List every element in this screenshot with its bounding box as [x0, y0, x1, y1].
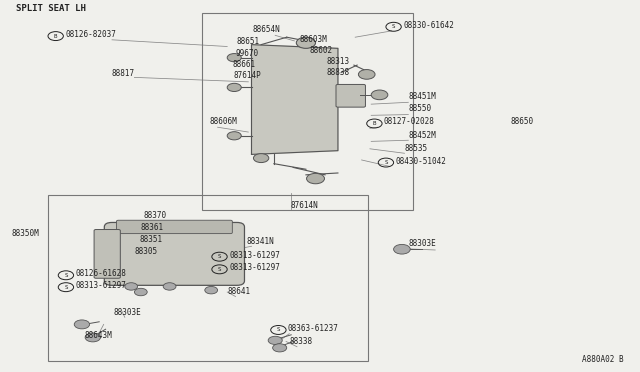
Text: 88303E: 88303E: [408, 239, 436, 248]
Text: 08330-61642: 08330-61642: [403, 21, 454, 30]
Text: S: S: [276, 327, 280, 333]
Circle shape: [163, 283, 176, 290]
Text: 88452M: 88452M: [408, 131, 436, 140]
Text: 99670: 99670: [236, 49, 259, 58]
Circle shape: [307, 173, 324, 184]
Circle shape: [268, 336, 282, 344]
Circle shape: [394, 244, 410, 254]
Bar: [48, 195, 368, 361]
Circle shape: [273, 344, 287, 352]
Text: 08313-61297: 08313-61297: [229, 251, 280, 260]
Circle shape: [134, 288, 147, 296]
Text: 08313-61297: 08313-61297: [76, 281, 126, 290]
Text: S: S: [384, 160, 388, 165]
Circle shape: [74, 320, 90, 329]
Text: S: S: [218, 254, 221, 259]
Text: 88651: 88651: [237, 38, 260, 46]
Circle shape: [296, 37, 316, 48]
FancyBboxPatch shape: [104, 222, 244, 285]
Text: SPLIT SEAT LH: SPLIT SEAT LH: [16, 4, 86, 13]
Text: 87614N: 87614N: [291, 201, 318, 210]
Text: 08127-02028: 08127-02028: [384, 118, 435, 126]
Text: A880A02 B: A880A02 B: [582, 355, 624, 364]
Circle shape: [205, 286, 218, 294]
Text: 88603M: 88603M: [300, 35, 327, 44]
Text: 08126-61628: 08126-61628: [76, 269, 126, 278]
Text: 88641: 88641: [227, 287, 250, 296]
FancyBboxPatch shape: [336, 84, 365, 107]
Text: S: S: [392, 24, 396, 29]
Text: S: S: [218, 267, 221, 272]
Text: 88838: 88838: [326, 68, 349, 77]
Text: S: S: [64, 273, 68, 278]
Text: 88550: 88550: [408, 105, 431, 113]
Text: B: B: [54, 33, 58, 39]
FancyBboxPatch shape: [116, 220, 232, 234]
Circle shape: [85, 333, 100, 342]
Text: 88606M: 88606M: [209, 118, 237, 126]
Bar: [202, 13, 413, 210]
Polygon shape: [252, 45, 338, 154]
Text: 88650: 88650: [511, 118, 534, 126]
Text: B: B: [372, 121, 376, 126]
Circle shape: [371, 90, 388, 100]
Text: 08363-61237: 08363-61237: [288, 324, 339, 333]
Text: 88303E: 88303E: [114, 308, 141, 317]
Text: 88341N: 88341N: [246, 237, 274, 246]
Text: 88661: 88661: [232, 60, 255, 69]
Text: 08313-61297: 08313-61297: [229, 263, 280, 272]
Text: S: S: [64, 285, 68, 290]
Text: 88338: 88338: [289, 337, 312, 346]
Text: 88643M: 88643M: [84, 331, 112, 340]
Circle shape: [227, 83, 241, 92]
Text: 88654N: 88654N: [253, 25, 280, 34]
Text: 88817: 88817: [112, 69, 135, 78]
FancyBboxPatch shape: [94, 230, 120, 278]
Text: 88351: 88351: [140, 235, 163, 244]
Text: 88350M: 88350M: [12, 229, 39, 238]
Circle shape: [227, 132, 241, 140]
Circle shape: [125, 283, 138, 290]
Circle shape: [253, 154, 269, 163]
Text: 88370: 88370: [144, 211, 167, 220]
Text: 88535: 88535: [404, 144, 428, 153]
Text: 88602: 88602: [309, 46, 332, 55]
Text: 88305: 88305: [134, 247, 157, 256]
Text: 88361: 88361: [141, 224, 164, 232]
Text: 88451M: 88451M: [408, 92, 436, 101]
Text: 88313: 88313: [326, 57, 349, 66]
Text: 87614P: 87614P: [234, 71, 261, 80]
Circle shape: [227, 54, 241, 62]
Text: 08126-82037: 08126-82037: [65, 30, 116, 39]
Text: 08430-51042: 08430-51042: [396, 157, 446, 166]
Circle shape: [358, 70, 375, 79]
